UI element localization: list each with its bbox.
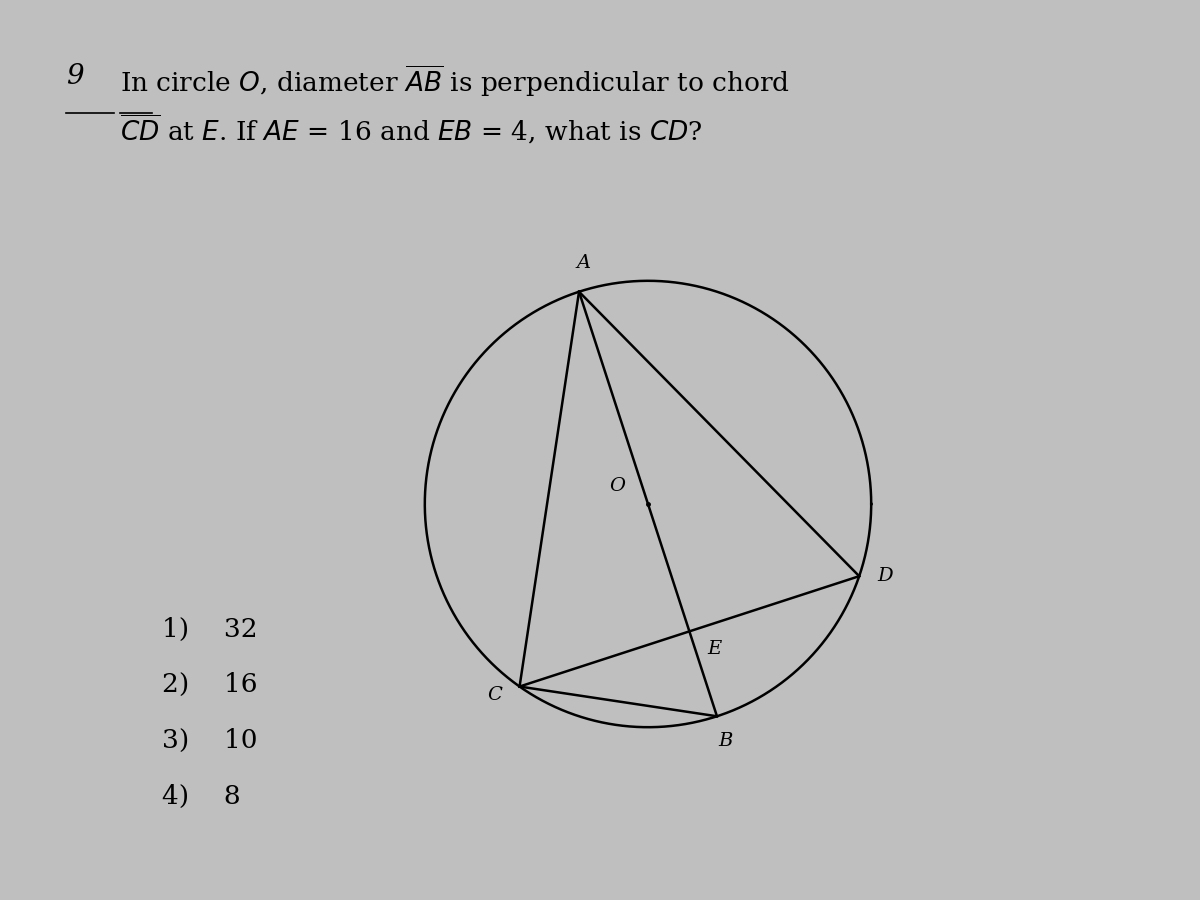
Text: 9: 9 bbox=[66, 63, 84, 90]
Text: E: E bbox=[707, 640, 721, 658]
Text: 1)  32: 1) 32 bbox=[162, 616, 258, 642]
Text: 2)  16: 2) 16 bbox=[162, 672, 258, 698]
Text: D: D bbox=[877, 567, 893, 585]
Text: A: A bbox=[576, 254, 590, 272]
Text: In circle $O$, diameter $\overline{AB}$ is perpendicular to chord: In circle $O$, diameter $\overline{AB}$ … bbox=[120, 63, 790, 98]
Text: 4)  8: 4) 8 bbox=[162, 784, 241, 809]
Text: 3)  10: 3) 10 bbox=[162, 728, 258, 753]
Text: O: O bbox=[608, 477, 625, 495]
Text: $\overline{CD}$ at $E$. If $AE$ = 16 and $EB$ = 4, what is $CD$?: $\overline{CD}$ at $E$. If $AE$ = 16 and… bbox=[120, 112, 703, 146]
Text: C: C bbox=[487, 687, 502, 705]
Text: B: B bbox=[719, 732, 733, 750]
